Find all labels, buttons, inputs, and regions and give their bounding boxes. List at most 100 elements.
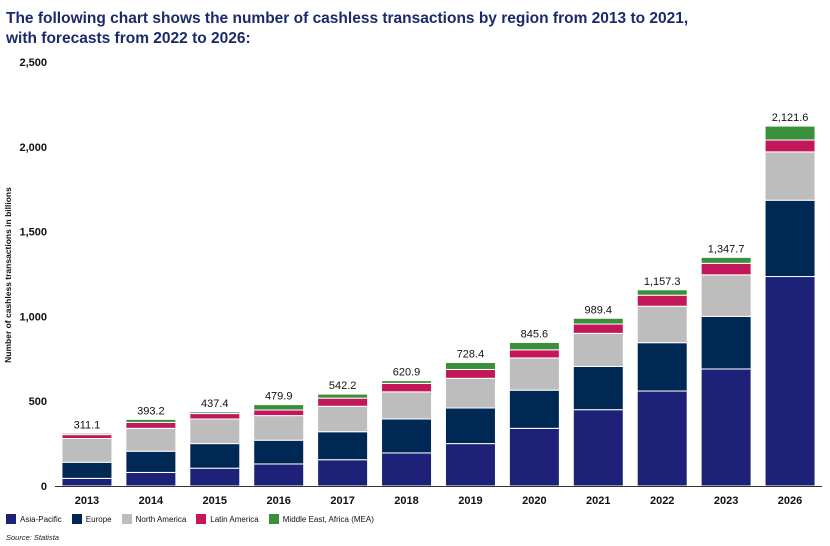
bar-segment [317,431,369,461]
source-note: Source: Statista [6,533,59,542]
bar-segment [381,391,433,420]
legend-swatch [268,514,279,524]
bar-total-label: 393.2 [137,405,165,417]
bar-segment [700,368,752,487]
bar-segment [444,443,496,487]
bar-segment [61,432,113,436]
bar-segment [61,434,113,440]
legend-swatch [71,514,82,524]
x-tick-label: 2016 [266,495,290,507]
legend-label: Asia-Pacific [20,514,62,524]
x-tick-label: 2018 [394,495,418,507]
bar-segment [381,382,433,393]
bar-segment [317,397,369,407]
bar-segment [253,439,305,465]
bar-segment [572,365,624,411]
x-tick-label: 2013 [75,495,99,507]
bar-segment [636,305,688,344]
legend-swatch [6,514,16,524]
bar-segment [700,256,752,264]
bar-segment [253,463,305,487]
x-tick-label: 2022 [650,495,674,507]
bar-segment [508,357,560,391]
legend-item: Middle East, Africa (MEA) [268,514,374,524]
y-tick-label: 0 [41,481,47,493]
chart-title-line-1: The following chart shows the number of … [6,10,689,27]
bar-total-label: 311.1 [74,419,101,431]
bar-segment [700,315,752,370]
legend-swatch [121,514,132,524]
bar-segment [508,349,560,359]
chart-title-line-2: with forecasts from 2022 to 2026: [6,30,251,47]
bar-segment [572,409,624,487]
bar-segment [381,380,433,384]
x-tick-label: 2021 [586,495,610,507]
bar-segment [381,452,433,487]
bar-segment [636,294,688,307]
bar-segment [508,389,560,429]
bar-segment [444,362,496,370]
bar-segment [253,415,305,441]
bar-total-label: 2,121.6 [772,112,809,124]
bar-segment [125,418,177,423]
x-tick-label: 2015 [203,495,227,507]
y-axis-title: Number of cashless transactions in billi… [3,187,13,363]
y-tick-label: 1,500 [19,227,47,239]
bar-segment [444,377,496,409]
bar-segment [125,427,177,452]
bar-total-label: 728.4 [457,349,485,361]
bar-segment [636,289,688,296]
bar-segment [61,438,113,463]
y-tick-label: 2,500 [19,57,47,69]
bar-segment [317,393,369,399]
legend-label: Europe [85,514,112,524]
x-tick-label: 2020 [522,495,546,507]
y-tick-label: 500 [29,396,47,408]
bar-segment [253,409,305,417]
bar-total-label: 620.9 [393,367,421,379]
bar-segment [764,139,816,153]
bar-segment [764,199,816,278]
bar-segment [508,342,560,351]
legend-swatch [196,514,207,524]
bar-segment [189,413,241,420]
bar-segment [189,467,241,487]
bar-segment [125,471,177,487]
bar-segment [572,317,624,325]
legend-label: Middle East, Africa (MEA) [282,514,374,524]
x-tick-label: 2023 [714,495,738,507]
bar-segment [636,390,688,487]
bar-segment [764,276,816,487]
x-tick-label: 2014 [139,495,164,507]
bar-segment [189,411,241,415]
legend-item: Europe [71,514,112,524]
bar-total-label: 989.4 [585,304,613,316]
bar-segment [444,407,496,445]
bar-total-label: 479.9 [265,391,293,403]
x-tick-label: 2017 [330,495,354,507]
bar-segment [508,427,560,487]
bar-segment [764,125,816,141]
bar-segment [189,418,241,445]
legend-item: Asia-Pacific [6,514,62,524]
x-tick-label: 2026 [778,495,802,507]
y-tick-label: 1,000 [19,311,47,323]
bar-total-label: 1,157.3 [644,276,681,288]
bar-segment [444,368,496,379]
legend-item: North America [121,514,187,524]
legend-item: Latin America [196,514,259,524]
legend-label: North America [135,514,187,524]
x-tick-label: 2019 [458,495,482,507]
bar-total-label: 845.6 [521,329,549,341]
bar-segment [317,405,369,433]
bar-segment [572,323,624,334]
chart-title: The following chart shows the number of … [6,9,816,49]
bar-segment [61,461,113,479]
bar-segment [764,151,816,201]
bar-total-label: 437.4 [201,398,229,410]
bar-segment [125,450,177,473]
chart-legend: Asia-Pacific Europe North America Latin Ame… [6,514,384,524]
bar-segment [636,342,688,392]
bar-segment [381,418,433,454]
